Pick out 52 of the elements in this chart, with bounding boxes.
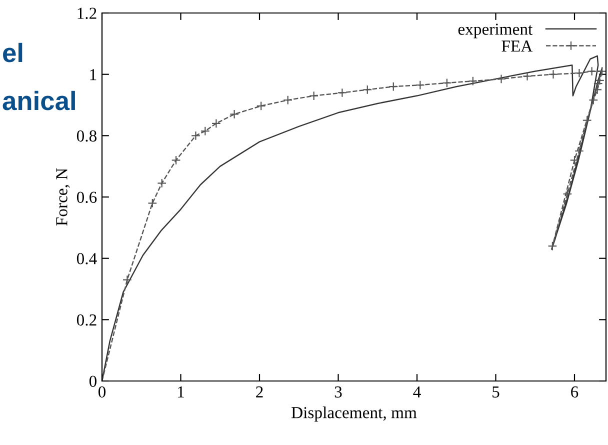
text: anical (2, 90, 75, 110)
point (593, 78, 603, 88)
y-tick-label: 0.2 (76, 314, 96, 326)
point (283, 95, 293, 105)
point (587, 66, 597, 76)
point (548, 70, 558, 80)
point (230, 109, 240, 119)
point (594, 76, 604, 86)
y-axis-title: Force, N (56, 168, 70, 226)
point (574, 68, 584, 78)
point (211, 118, 221, 128)
point (496, 74, 506, 84)
point (562, 189, 572, 199)
y-tick-label: 0.8 (76, 130, 97, 142)
legend-label: FEA (502, 40, 533, 52)
point (122, 275, 132, 285)
point (157, 178, 167, 188)
point (468, 76, 478, 86)
x-tick-label: 1 (178, 386, 184, 398)
x-tick-label: 4 (413, 386, 421, 398)
text: el (3, 42, 22, 62)
y-tick-label: 0 (89, 376, 97, 387)
point (256, 101, 266, 111)
point (548, 241, 558, 251)
point (574, 146, 584, 156)
point (570, 155, 580, 165)
point (200, 126, 210, 136)
point (171, 155, 181, 165)
point (592, 84, 602, 94)
point (597, 66, 606, 76)
point (522, 71, 532, 81)
y-tick-label: 0.4 (76, 253, 97, 264)
x-tick-label: 2 (256, 386, 263, 398)
point (588, 95, 598, 105)
y-tick-label: 0.6 (76, 192, 97, 204)
point (442, 78, 452, 88)
y-tick-label: 1.2 (78, 8, 96, 20)
legend-label: experiment (458, 24, 533, 38)
point (388, 82, 398, 92)
point (362, 84, 372, 94)
point (415, 80, 425, 90)
x-tick-label: 0 (98, 386, 106, 398)
point (190, 130, 200, 140)
point (337, 88, 347, 98)
point (309, 91, 319, 101)
x-tick-label: 5 (492, 386, 500, 398)
point (148, 198, 158, 208)
x-axis-title: Displacement, mm (292, 406, 417, 422)
y-tick-label: 1 (90, 69, 96, 80)
x-tick-label: 6 (571, 386, 578, 398)
x-tick-label: 3 (334, 386, 342, 398)
point (582, 116, 592, 126)
